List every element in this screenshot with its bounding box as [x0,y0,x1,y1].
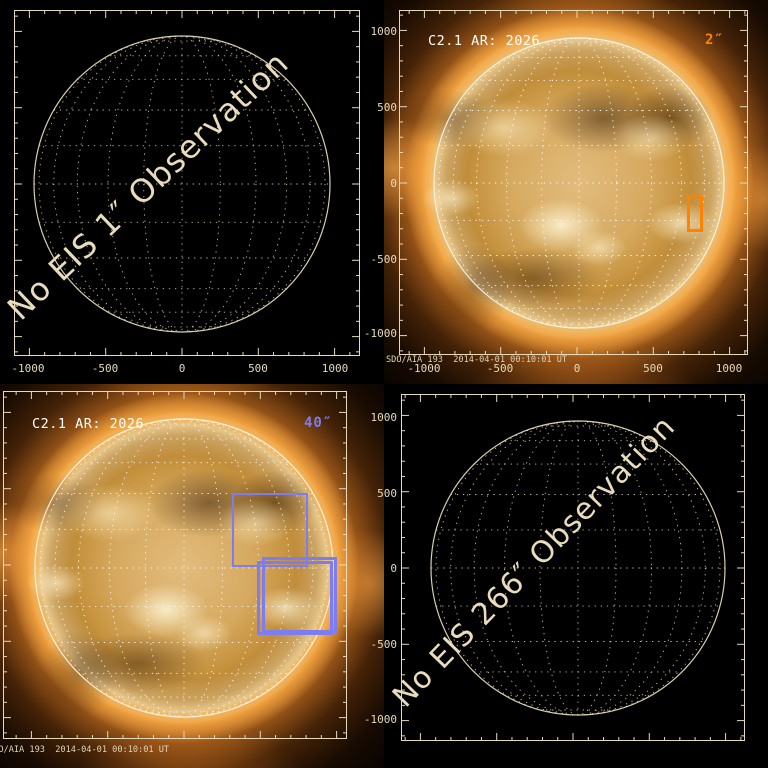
x-tick-label: 0 [178,362,186,375]
y-tick-label: 0 [390,177,397,190]
y-tick-label: 1000 [370,25,398,38]
y-tick-label: -500 [370,253,398,266]
no-observation-message-266arcsec: No EIS 266″ Observation [386,409,683,715]
x-tick-label: 0 [573,362,581,375]
y-tick-label: 500 [377,487,397,500]
eis-fov-rect-40arcsec-a [232,493,308,567]
slit-width-label-2arcsec: 2″ [705,32,724,48]
panel-aia-slit2 [384,0,768,384]
eis-fov-rect-2arcsec [687,195,703,232]
y-tick-label: 0 [390,562,397,575]
y-tick-label: -500 [370,638,398,651]
x-tick-label: 1000 [715,362,743,375]
x-tick-label: -1000 [11,362,45,375]
y-tick-label: 500 [377,101,397,114]
x-tick-label: 500 [643,362,663,375]
no-observation-message-1arcsec: No EIS 1″ Observation [0,43,297,328]
sun-image-aia193 [384,0,768,384]
y-tick-label: -1000 [363,713,397,726]
image-caption: SDO/AIA 193 2014-04-01 00:10:01 UT [0,745,170,755]
panel-title: C2.1 AR: 2026 [32,416,145,432]
y-tick-label: 1000 [370,411,398,424]
x-tick-label: -500 [91,362,119,375]
x-tick-label: 500 [248,362,268,375]
slit-width-label-40arcsec: 40″ [304,415,333,431]
x-tick-label: -500 [486,362,514,375]
x-tick-label: -1000 [407,362,441,375]
y-tick-label: -1000 [363,327,397,340]
image-caption: SDO/AIA 193 2014-04-01 00:10:01 UT [386,355,568,365]
x-tick-label: 1000 [321,362,349,375]
eis-fov-rect-40arcsec-b-repeat [262,557,337,633]
panel-title: C2.1 AR: 2026 [428,33,541,49]
